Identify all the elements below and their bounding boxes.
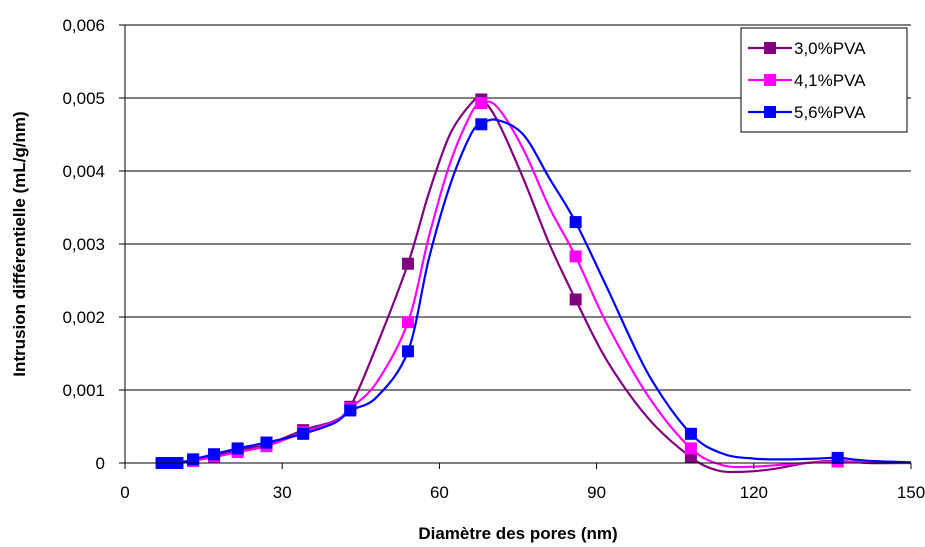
x-tick-label: 30 [273, 483, 292, 502]
legend-marker [764, 42, 776, 54]
data-point [344, 404, 357, 417]
data-point [475, 97, 488, 110]
data-point [401, 345, 414, 358]
series-group [155, 93, 912, 474]
y-tick-label: 0,005 [62, 89, 105, 108]
data-point [187, 453, 200, 466]
data-point [297, 427, 310, 440]
data-point [401, 316, 414, 329]
y-tick-label: 0,003 [62, 235, 105, 254]
legend-label: 5,6%PVA [794, 103, 866, 122]
legend: 3,0%PVA 4,1%PVA 5,6%PVA [740, 27, 908, 133]
gridlines [125, 24, 911, 391]
data-point [260, 436, 273, 449]
x-tick-label: 0 [120, 483, 129, 502]
y-tick-label: 0,004 [62, 162, 105, 181]
data-point [684, 427, 697, 440]
x-tick-label: 120 [740, 483, 768, 502]
y-tick-label: 0,006 [62, 16, 105, 35]
series-2 [155, 97, 912, 469]
legend-marker [764, 74, 776, 86]
y-tick-label: 0 [96, 454, 105, 473]
data-point [475, 118, 488, 131]
series-3 [155, 118, 912, 469]
data-point [569, 250, 582, 263]
x-tick-label: 60 [430, 483, 449, 502]
y-tick-label: 0,001 [62, 381, 105, 400]
legend-label: 3,0%PVA [794, 39, 866, 58]
x-tick-label: 90 [587, 483, 606, 502]
x-axis-title: Diamètre des pores (nm) [418, 524, 617, 543]
y-axis-title: Intrusion différentielle (mL/g/nm) [10, 111, 29, 376]
tick-labels: 0 0,001 0,002 0,003 0,004 0,005 0,006 0 30 60 90 12… [62, 16, 925, 502]
data-point [684, 442, 697, 455]
data-point [569, 216, 582, 229]
data-point [401, 257, 414, 270]
legend-label: 4,1%PVA [794, 71, 866, 90]
data-point [231, 442, 244, 455]
y-tick-label: 0,002 [62, 308, 105, 327]
data-point [569, 293, 582, 306]
x-tick-label: 150 [897, 483, 925, 502]
data-point [208, 448, 221, 461]
legend-marker [764, 106, 776, 118]
data-point [831, 451, 844, 464]
